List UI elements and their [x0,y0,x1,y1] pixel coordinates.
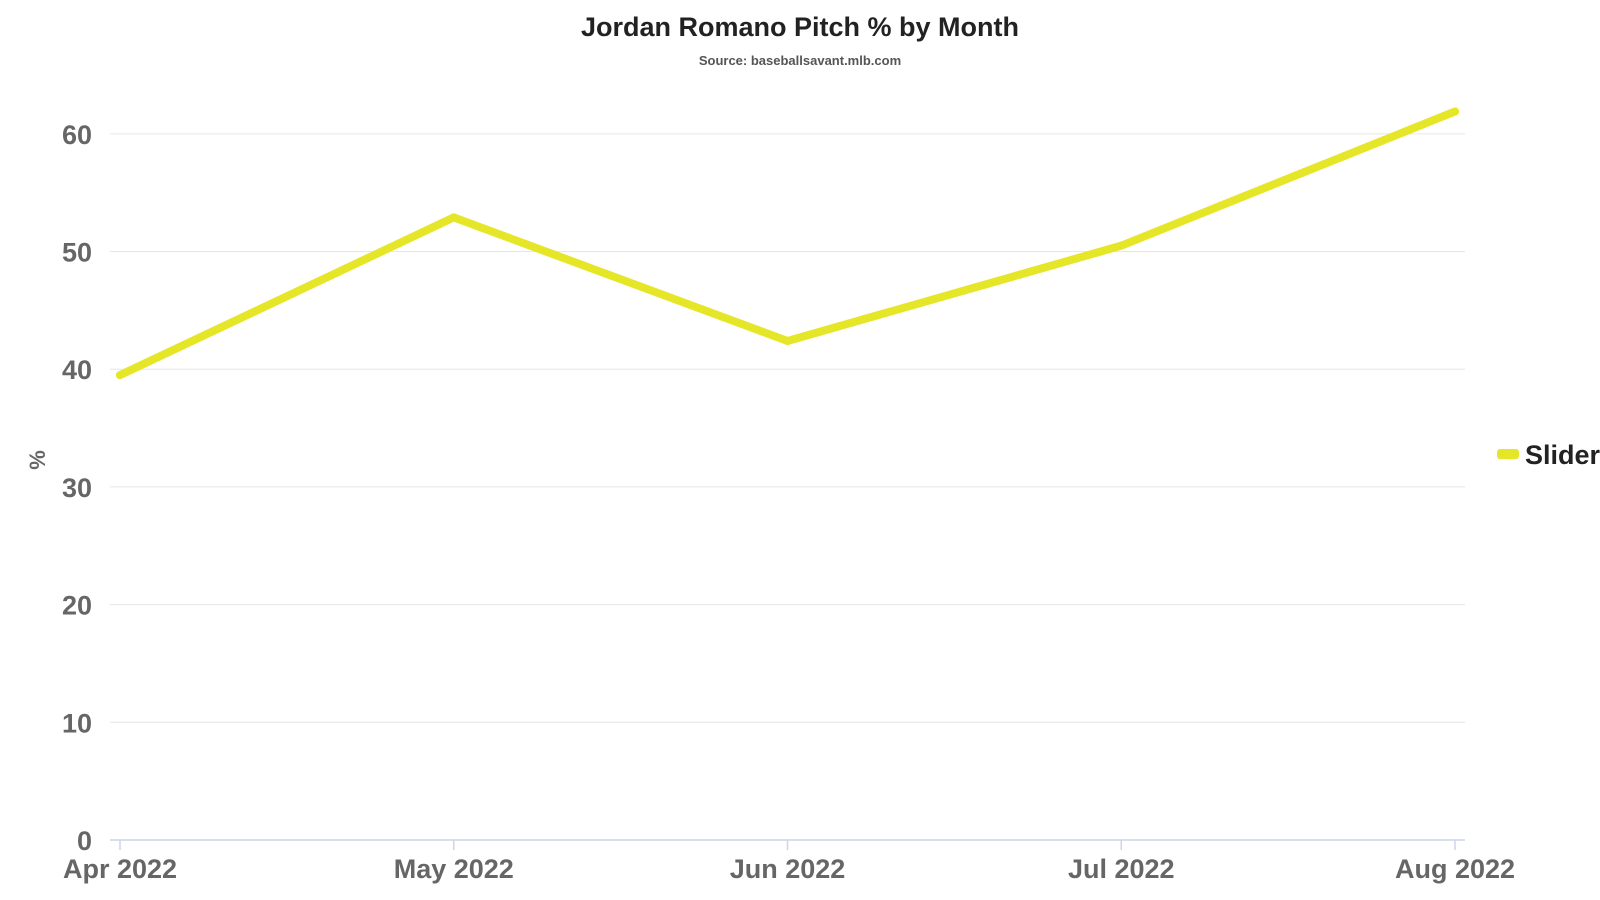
x-axis: Apr 2022 May 2022 Jun 2022 Jul 2022 Aug 2022 [63,839,1515,884]
y-tick-label: 30 [62,473,92,503]
gridlines [110,133,1465,723]
legend[interactable]: Slider [1497,440,1600,470]
data-point[interactable] [1451,107,1459,116]
y-tick-label: 10 [62,708,92,738]
series-line-slider[interactable] [116,107,1459,380]
data-point[interactable] [783,336,792,345]
y-tick-label: 50 [62,238,92,268]
x-tick-label: Jun 2022 [730,854,846,884]
y-tick-label: 60 [62,120,92,150]
data-point[interactable] [449,213,458,222]
x-tick-label: Apr 2022 [63,854,177,884]
legend-swatch [1497,449,1519,459]
y-tick-label: 40 [62,355,92,385]
chart-title: Jordan Romano Pitch % by Month [581,12,1019,42]
x-tick-label: Jul 2022 [1068,854,1175,884]
x-tick-label: May 2022 [394,854,514,884]
series-lines [116,107,1459,380]
x-tick-label: Aug 2022 [1395,854,1515,884]
y-tick-label: 20 [62,591,92,621]
y-tick-label: 0 [77,826,92,856]
y-axis: 0 10 20 30 40 50 60 [62,120,92,856]
data-point[interactable] [116,371,124,380]
chart-subtitle: Source: baseballsavant.mlb.com [699,53,901,68]
y-axis-title: % [25,450,50,470]
data-point[interactable] [1117,241,1126,250]
legend-label: Slider [1525,440,1600,470]
